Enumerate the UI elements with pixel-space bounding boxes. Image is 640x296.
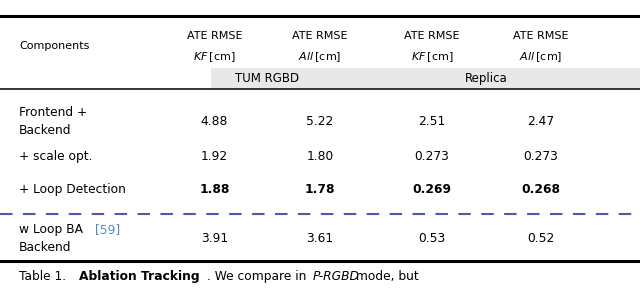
Text: ATE RMSE: ATE RMSE [292,31,348,41]
Text: 1.80: 1.80 [307,150,333,163]
Text: $\mathit{All}$ [cm]: $\mathit{All}$ [cm] [519,50,563,64]
Text: mode, but: mode, but [352,270,419,283]
Text: 1.88: 1.88 [199,183,230,196]
Text: ATE RMSE: ATE RMSE [404,31,460,41]
Text: Table 1.: Table 1. [19,270,69,283]
Text: 2.47: 2.47 [527,115,554,128]
Text: 0.273: 0.273 [524,150,558,163]
Text: 0.53: 0.53 [419,232,445,245]
Text: + Loop Detection: + Loop Detection [19,183,126,196]
Text: $\mathit{KF}$ [cm]: $\mathit{KF}$ [cm] [411,50,453,64]
Text: w Loop BA: w Loop BA [19,223,87,236]
Text: 1.92: 1.92 [201,150,228,163]
Text: Ablation Tracking: Ablation Tracking [79,270,199,283]
Text: 0.52: 0.52 [527,232,554,245]
Text: + scale opt.: + scale opt. [19,150,93,163]
Text: Backend: Backend [19,124,72,137]
Text: . We compare in: . We compare in [207,270,308,283]
Text: ATE RMSE: ATE RMSE [513,31,568,41]
Text: ATE RMSE: ATE RMSE [187,31,242,41]
Text: Replica: Replica [465,72,508,85]
Text: $\mathit{All}$ [cm]: $\mathit{All}$ [cm] [298,50,342,64]
Text: [59]: [59] [95,223,120,236]
Text: 1.78: 1.78 [305,183,335,196]
Text: 0.273: 0.273 [415,150,449,163]
Text: 3.91: 3.91 [201,232,228,245]
Text: 0.268: 0.268 [522,183,560,196]
Text: Components: Components [19,41,90,52]
Text: Frontend +: Frontend + [19,106,87,119]
Bar [211,68,640,89]
Text: Backend: Backend [19,241,72,254]
Text: TUM RGBD: TUM RGBD [235,72,300,85]
Text: 2.51: 2.51 [419,115,445,128]
Text: 0.269: 0.269 [413,183,451,196]
Text: 5.22: 5.22 [307,115,333,128]
Text: 4.88: 4.88 [201,115,228,128]
Text: P-RGBD: P-RGBD [312,270,359,283]
Text: 3.61: 3.61 [307,232,333,245]
Text: $\mathit{KF}$ [cm]: $\mathit{KF}$ [cm] [193,50,236,64]
